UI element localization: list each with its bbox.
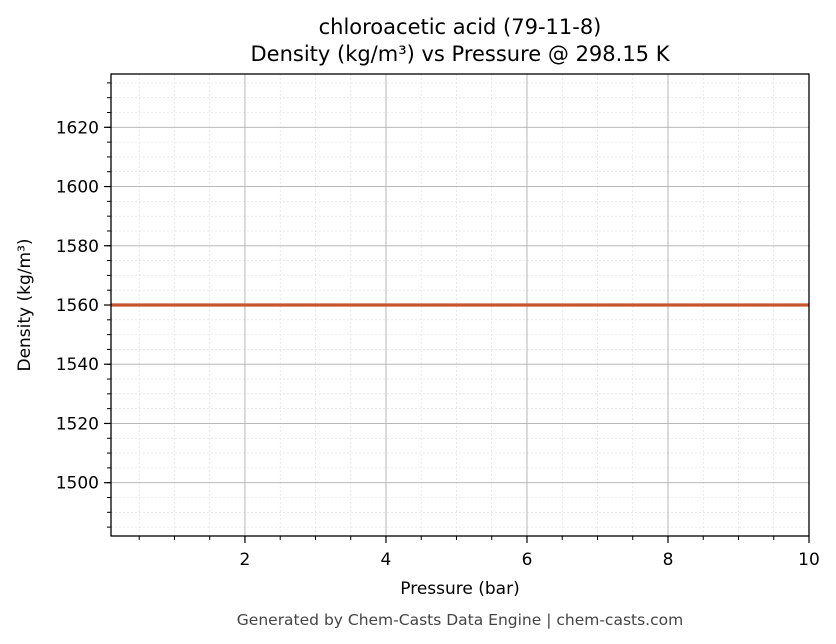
y-axis-label: Density (kg/m³) — [15, 238, 35, 371]
x-tick-label: 8 — [663, 550, 674, 570]
x-tick-label: 2 — [240, 550, 251, 570]
chart-subtitle: Density (kg/m³) vs Pressure @ 298.15 K — [250, 42, 670, 66]
x-tick-label: 6 — [522, 550, 533, 570]
y-tick-label: 1620 — [56, 118, 99, 138]
y-tick-label: 1540 — [56, 355, 99, 375]
chart-title: chloroacetic acid (79-11-8) — [319, 15, 602, 39]
y-tick-label: 1600 — [56, 178, 99, 198]
y-tick-label: 1580 — [56, 237, 99, 257]
footer-credit: Generated by Chem-Casts Data Engine | ch… — [237, 611, 683, 629]
y-tick-label: 1560 — [56, 296, 99, 316]
axis-ticks — [104, 82, 810, 543]
x-tick-label: 10 — [798, 550, 820, 570]
x-axis-label: Pressure (bar) — [400, 579, 519, 599]
y-tick-label: 1520 — [56, 414, 99, 434]
tick-labels: 2 4 6 8 10 1500 1520 1540 1560 1580 1600 1620 — [56, 118, 820, 570]
x-tick-label: 4 — [381, 550, 392, 570]
y-tick-label: 1500 — [56, 474, 99, 494]
